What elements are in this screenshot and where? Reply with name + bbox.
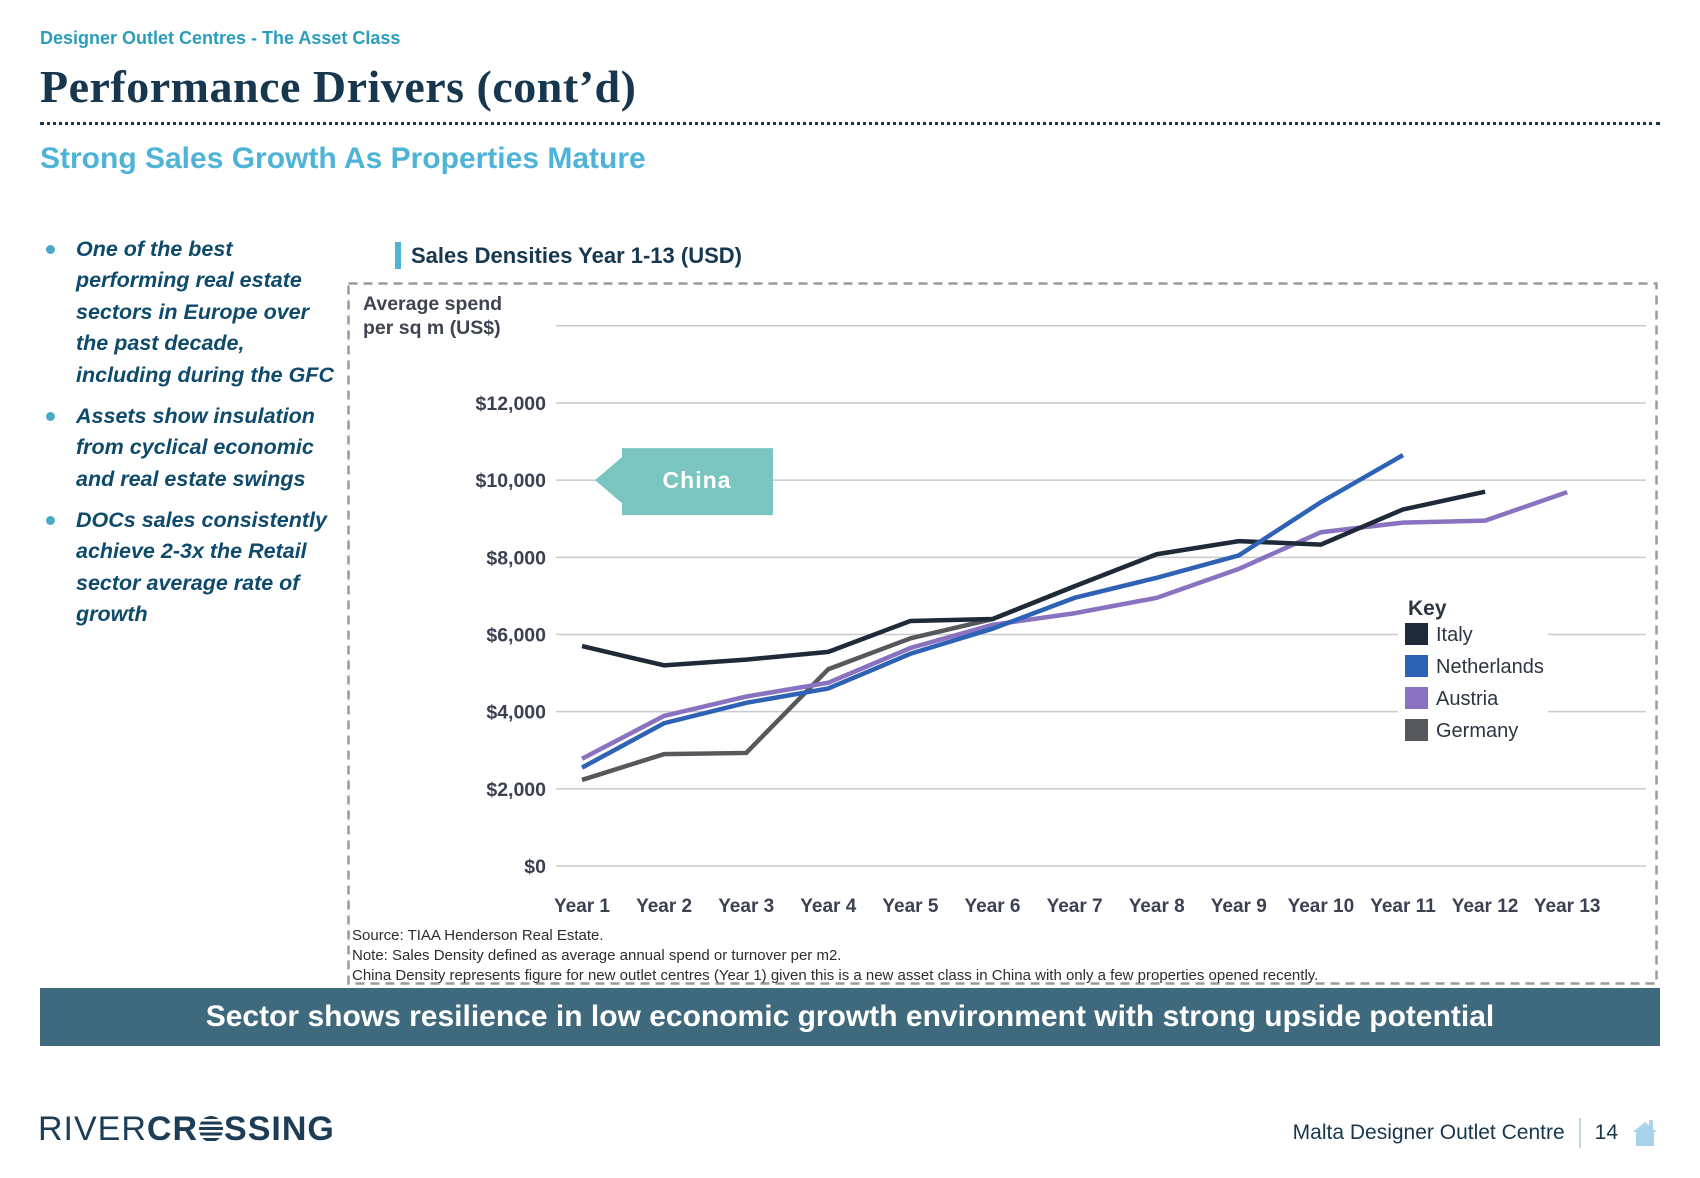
y-tick-label-4000: $4,000 <box>486 702 546 724</box>
x-tick-label-7: Year 7 <box>1047 896 1103 917</box>
logo-striped-o-icon <box>199 1116 224 1142</box>
legend-label-netherlands: Netherlands <box>1436 656 1544 678</box>
house-icon <box>1633 1120 1657 1146</box>
bullet-item-2: Assets show insulation from cyclical eco… <box>40 401 340 495</box>
china-callout-arrow <box>595 448 773 516</box>
legend-title: Key <box>1408 597 1447 620</box>
bullet-item-1: One of the best performing real estate s… <box>40 234 340 391</box>
x-tick-label-4: Year 4 <box>800 896 856 917</box>
x-tick-label-2: Year 2 <box>636 896 692 917</box>
y-axis-title-line-1: Average spend <box>363 293 502 315</box>
footer-project-name: Malta Designer Outlet Centre <box>1292 1121 1565 1144</box>
key-message-banner: Sector shows resilience in low economic … <box>40 988 1660 1046</box>
bullet-item-3: DOCs sales consistently achieve 2-3x the… <box>40 505 340 631</box>
sales-densities-chart: $12,000 $10,000 $8,000 $6,000 $4,000 $2,000 $0… <box>347 282 1658 985</box>
legend-swatch-austria <box>1405 687 1428 709</box>
y-tick-label-10000: $10,000 <box>476 470 547 492</box>
legend-label-italy: Italy <box>1436 624 1473 646</box>
dotted-rule <box>40 122 1660 125</box>
x-tick-label-12: Year 12 <box>1452 896 1519 917</box>
x-tick-label-1: Year 1 <box>554 896 610 917</box>
chart-footnotes: Source: TIAA Henderson Real Estate. Note:… <box>352 926 1318 985</box>
series-line-austria <box>580 489 1568 761</box>
x-tick-label-8: Year 8 <box>1129 896 1185 917</box>
y-tick-label-12000: $12,000 <box>476 393 547 415</box>
legend-swatch-netherlands <box>1405 655 1428 677</box>
legend-label-germany: Germany <box>1436 720 1518 742</box>
footnote-line-3: China Density represents figure for new … <box>352 966 1319 984</box>
x-tick-label-13: Year 13 <box>1534 896 1601 917</box>
logo-crossing-text: CR SSING <box>146 1110 335 1148</box>
logo-river-text: RIVER <box>38 1110 147 1148</box>
footer-right: Malta Designer Outlet Centre 14 <box>1293 1118 1658 1148</box>
legend-swatch-germany <box>1405 719 1428 741</box>
series-line-netherlands <box>580 453 1405 770</box>
footer-divider <box>1578 1118 1581 1148</box>
x-tick-label-6: Year 6 <box>965 896 1021 917</box>
legend-label-austria: Austria <box>1436 688 1499 710</box>
chart-title-text: Sales Densities Year 1-13 (USD) <box>411 242 742 268</box>
chart-title: Sales Densities Year 1-13 (USD) <box>395 242 742 269</box>
x-tick-label-10: Year 10 <box>1288 896 1355 917</box>
chart-dashed-border <box>347 282 1658 985</box>
x-tick-label-9: Year 9 <box>1211 896 1267 917</box>
y-tick-label-8000: $8,000 <box>486 547 546 569</box>
page-subtitle: Strong Sales Growth As Properties Mature <box>40 142 646 175</box>
y-tick-label-6000: $6,000 <box>486 624 546 646</box>
footnote-line-1: Source: TIAA Henderson Real Estate. <box>352 927 604 944</box>
y-axis-title-line-2: per sq m (US$) <box>363 317 501 339</box>
y-tick-label-2000: $2,000 <box>486 779 546 801</box>
breadcrumb: Designer Outlet Centres - The Asset Clas… <box>40 28 401 48</box>
footnote-line-2: Note: Sales Density defined as average a… <box>352 946 842 964</box>
x-tick-label-5: Year 5 <box>882 896 938 917</box>
rivercrossing-logo: RIVERCR SSING <box>38 1110 335 1149</box>
china-callout-label: China <box>663 467 732 493</box>
y-tick-label-0: $0 <box>524 856 546 878</box>
bullet-list: One of the best performing real estate s… <box>40 234 340 641</box>
chart-title-accent-bar <box>395 242 401 269</box>
legend-swatch-italy <box>1405 623 1428 645</box>
banner-text: Sector shows resilience in low economic … <box>205 1000 1495 1033</box>
x-tick-label-3: Year 3 <box>718 896 774 917</box>
page-number: 14 <box>1594 1121 1618 1144</box>
page-title: Performance Drivers (cont’d) <box>40 61 637 112</box>
series-line-italy <box>581 489 1486 668</box>
x-tick-label-11: Year 11 <box>1370 896 1436 917</box>
chart-canvas: $12,000 $10,000 $8,000 $6,000 $4,000 $2,000 $0… <box>347 282 1658 985</box>
